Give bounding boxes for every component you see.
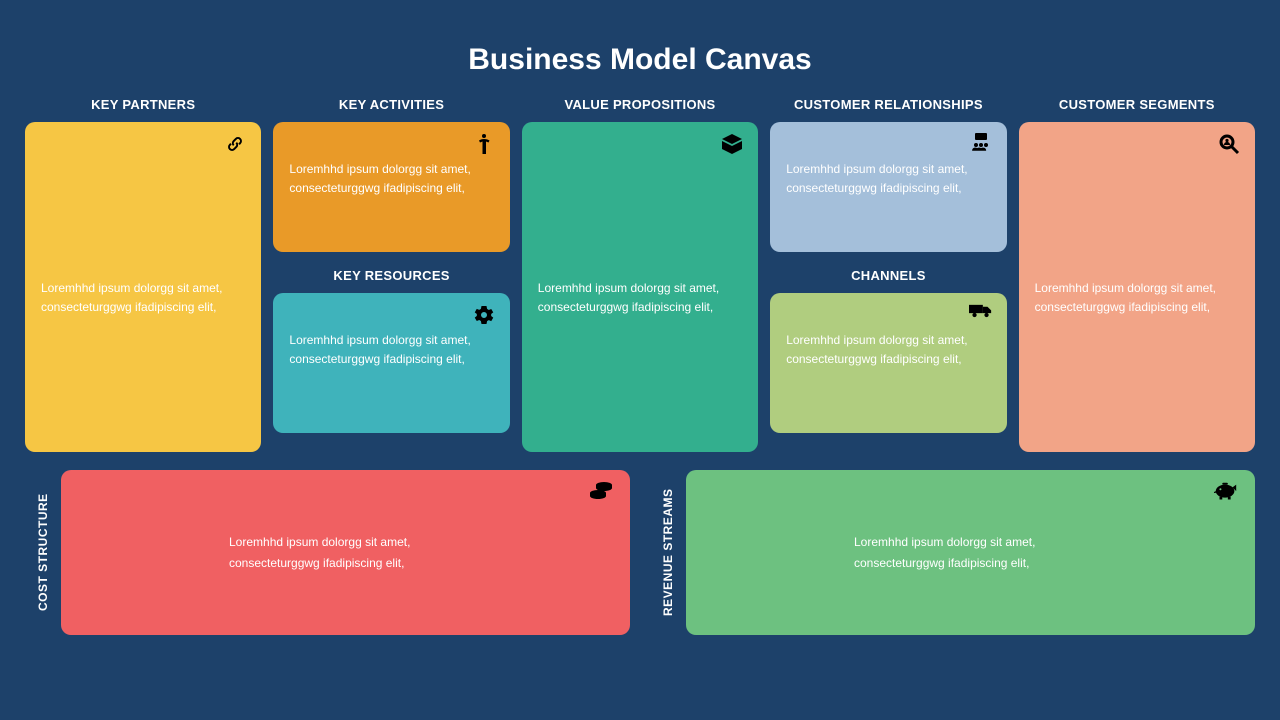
header-key-resources: KEY RESOURCES: [273, 268, 509, 283]
truck-icon: [969, 303, 993, 327]
card-customer-segments: Loremhhd ipsum dolorgg sit amet, consect…: [1019, 122, 1255, 452]
col-key-partners: KEY PARTNERS Loremhhd ipsum dolorgg sit …: [25, 97, 261, 452]
link-icon: [223, 132, 247, 156]
header-customer-segments: CUSTOMER SEGMENTS: [1019, 97, 1255, 112]
header-value-propositions: VALUE PROPOSITIONS: [522, 97, 758, 112]
box-icon: [720, 132, 744, 156]
gear-icon: [472, 303, 496, 327]
body-customer-segments: Loremhhd ipsum dolorgg sit amet, consect…: [1035, 279, 1239, 317]
body-value-propositions: Loremhhd ipsum dolorgg sit amet, consect…: [538, 279, 742, 317]
coins-icon: [588, 480, 614, 502]
card-key-activities: Loremhhd ipsum dolorgg sit amet, consect…: [273, 122, 509, 252]
body-revenue-streams: Loremhhd ipsum dolorgg sit amet, consect…: [854, 532, 1114, 573]
card-key-resources: Loremhhd ipsum dolorgg sit amet, consect…: [273, 293, 509, 433]
piggy-icon: [1213, 480, 1239, 502]
bottom-row: COST STRUCTURE Loremhhd ipsum dolorgg si…: [25, 470, 1255, 635]
header-key-activities: KEY ACTIVITIES: [273, 97, 509, 112]
body-key-activities: Loremhhd ipsum dolorgg sit amet, consect…: [289, 160, 493, 198]
body-key-partners: Loremhhd ipsum dolorgg sit amet, consect…: [41, 279, 245, 317]
col-customer-relationships: CUSTOMER RELATIONSHIPS Loremhhd ipsum do…: [770, 97, 1006, 452]
label-revenue-streams: REVENUE STREAMS: [650, 470, 686, 635]
card-cost-structure: Loremhhd ipsum dolorgg sit amet, consect…: [61, 470, 630, 635]
label-cost-structure: COST STRUCTURE: [25, 470, 61, 635]
person-icon: [472, 132, 496, 156]
card-channels: Loremhhd ipsum dolorgg sit amet, consect…: [770, 293, 1006, 433]
card-key-partners: Loremhhd ipsum dolorgg sit amet, consect…: [25, 122, 261, 452]
card-customer-relationships: Loremhhd ipsum dolorgg sit amet, consect…: [770, 122, 1006, 252]
header-channels: CHANNELS: [770, 268, 1006, 283]
body-channels: Loremhhd ipsum dolorgg sit amet, consect…: [786, 331, 990, 369]
header-customer-relationships: CUSTOMER RELATIONSHIPS: [770, 97, 1006, 112]
card-revenue-streams: Loremhhd ipsum dolorgg sit amet, consect…: [686, 470, 1255, 635]
search-people-icon: [1217, 132, 1241, 156]
canvas-page: Business Model Canvas KEY PARTNERS Lorem…: [0, 0, 1280, 720]
card-value-propositions: Loremhhd ipsum dolorgg sit amet, consect…: [522, 122, 758, 452]
page-title: Business Model Canvas: [25, 43, 1255, 77]
col-customer-segments: CUSTOMER SEGMENTS Loremhhd ipsum dolorgg…: [1019, 97, 1255, 452]
col-key-activities: KEY ACTIVITIES Loremhhd ipsum dolorgg si…: [273, 97, 509, 452]
col-value-propositions: VALUE PROPOSITIONS Loremhhd ipsum dolorg…: [522, 97, 758, 452]
body-key-resources: Loremhhd ipsum dolorgg sit amet, consect…: [289, 331, 493, 369]
header-key-partners: KEY PARTNERS: [25, 97, 261, 112]
top-grid: KEY PARTNERS Loremhhd ipsum dolorgg sit …: [25, 97, 1255, 452]
body-cost-structure: Loremhhd ipsum dolorgg sit amet, consect…: [229, 532, 489, 573]
body-customer-relationships: Loremhhd ipsum dolorgg sit amet, consect…: [786, 160, 990, 198]
people-icon: [969, 132, 993, 156]
